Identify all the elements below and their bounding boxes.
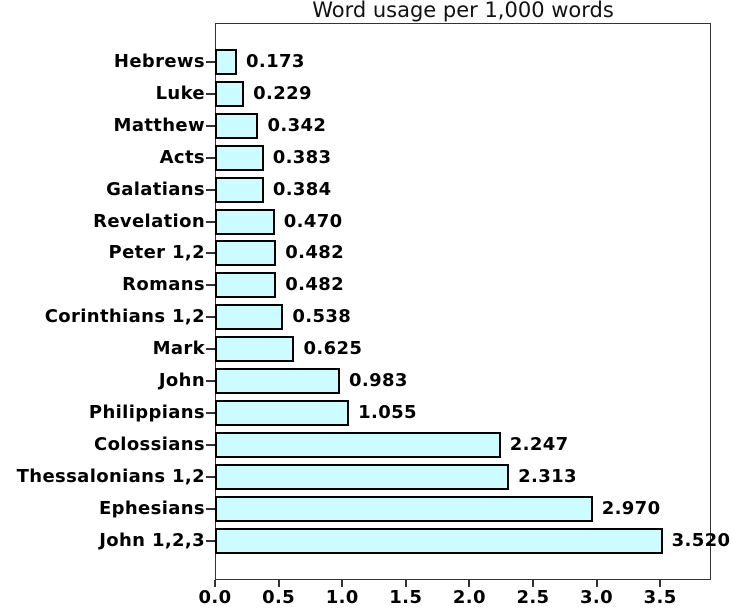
- bar: [215, 431, 501, 458]
- value-label: 0.538: [292, 306, 352, 328]
- x-tick-label: 2.5: [516, 587, 550, 608]
- value-label: 0.625: [303, 338, 363, 360]
- category-label: Thessalonians 1,2: [16, 465, 205, 487]
- value-label: 2.970: [601, 497, 661, 519]
- category-label: Colossians: [94, 433, 205, 455]
- category-label: Corinthians 1,2: [44, 306, 205, 328]
- y-tick: [206, 380, 215, 382]
- x-tick-label: 3.5: [643, 587, 677, 608]
- bar: [215, 336, 295, 363]
- x-tick: [595, 580, 598, 587]
- value-label: 0.983: [349, 370, 408, 391]
- category-label: Ephesians: [98, 497, 205, 519]
- category-label: Peter 1,2: [108, 242, 205, 264]
- y-tick: [206, 316, 215, 319]
- value-label: 1.055: [358, 401, 417, 423]
- category-label: John 1,2,3: [99, 529, 205, 551]
- x-tick: [659, 580, 662, 587]
- bar: [215, 144, 264, 171]
- y-tick: [206, 475, 215, 478]
- value-label: 0.342: [267, 114, 327, 136]
- y-tick: [206, 443, 215, 446]
- chart-title: Word usage per 1,000 words: [312, 0, 614, 22]
- category-label: Acts: [159, 146, 205, 168]
- bar: [215, 272, 277, 299]
- value-label: 0.384: [272, 178, 332, 200]
- category-label: Philippians: [88, 401, 205, 423]
- y-tick: [206, 252, 215, 255]
- bar: [215, 112, 259, 139]
- y-tick: [206, 284, 215, 287]
- x-tick-label: 0.5: [262, 587, 296, 608]
- category-label: Hebrews: [113, 51, 205, 72]
- category-label: Matthew: [113, 114, 205, 136]
- y-tick: [206, 220, 215, 223]
- y-tick: [206, 411, 215, 414]
- y-tick: [206, 92, 215, 95]
- bar: [215, 527, 663, 554]
- value-label: 2.247: [509, 433, 569, 455]
- category-label: John: [158, 370, 205, 391]
- y-tick: [206, 188, 215, 191]
- x-tick-label: 1.5: [389, 587, 423, 608]
- x-tick-label: 3.0: [580, 587, 614, 608]
- bar: [215, 176, 264, 203]
- value-label: 0.173: [246, 51, 305, 72]
- category-label: Galatians: [106, 178, 205, 200]
- x-tick-label: 0.0: [198, 587, 232, 608]
- x-tick: [531, 580, 534, 587]
- value-label: 0.482: [285, 274, 345, 296]
- category-label: Romans: [122, 274, 205, 296]
- x-tick: [404, 580, 407, 587]
- value-label: 0.229: [253, 82, 312, 104]
- category-label: Revelation: [93, 210, 205, 232]
- bar: [215, 240, 277, 267]
- y-tick: [206, 348, 215, 351]
- x-tick: [468, 580, 471, 587]
- value-label: 2.313: [518, 465, 577, 487]
- y-tick: [206, 156, 215, 159]
- value-label: 0.470: [283, 210, 343, 232]
- bar: [215, 463, 510, 490]
- value-label: 3.520: [671, 529, 731, 551]
- value-label: 0.383: [272, 146, 332, 168]
- bar: [215, 495, 593, 522]
- x-tick-label: 1.0: [325, 587, 359, 608]
- category-label: Mark: [152, 338, 205, 360]
- bar: [215, 80, 245, 107]
- bar: [215, 49, 237, 75]
- bar: [215, 304, 284, 331]
- y-tick: [206, 124, 215, 127]
- value-label: 0.482: [285, 242, 345, 264]
- plot-area: [215, 23, 711, 580]
- y-tick: [206, 507, 215, 510]
- x-tick: [341, 580, 344, 587]
- category-label: Luke: [155, 82, 205, 104]
- bar: [215, 399, 350, 426]
- x-tick: [277, 580, 280, 587]
- bar: [215, 368, 341, 394]
- x-tick-label: 2.0: [452, 587, 486, 608]
- bar: [215, 208, 275, 235]
- x-tick: [214, 580, 216, 587]
- y-tick: [206, 61, 215, 63]
- y-tick: [206, 539, 215, 542]
